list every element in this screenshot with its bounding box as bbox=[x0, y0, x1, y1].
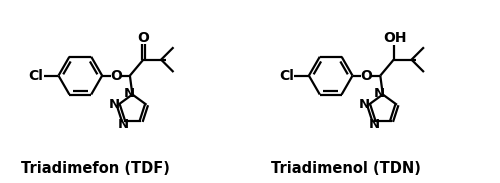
Text: Cl: Cl bbox=[28, 69, 44, 83]
Text: O: O bbox=[110, 69, 122, 83]
Text: N: N bbox=[108, 98, 120, 111]
Text: N: N bbox=[374, 87, 386, 100]
Text: N: N bbox=[368, 118, 380, 131]
Text: Triadimefon (TDF): Triadimefon (TDF) bbox=[20, 161, 170, 176]
Text: N: N bbox=[124, 87, 135, 100]
Text: Triadimenol (TDN): Triadimenol (TDN) bbox=[270, 161, 420, 176]
Text: OH: OH bbox=[383, 31, 406, 45]
Text: Cl: Cl bbox=[279, 69, 294, 83]
Text: N: N bbox=[359, 98, 370, 111]
Text: N: N bbox=[118, 118, 129, 131]
Text: O: O bbox=[360, 69, 372, 83]
Text: O: O bbox=[138, 31, 149, 45]
